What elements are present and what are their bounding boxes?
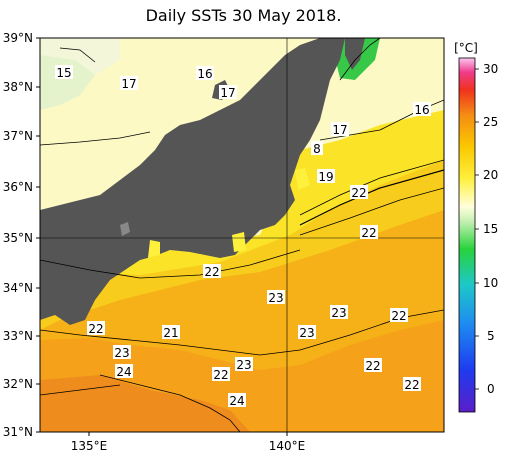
map-frame <box>39 37 445 433</box>
lat-label: 32°N <box>3 377 33 391</box>
svg-text:16: 16 <box>197 67 212 81</box>
isotherm-label: 17 <box>331 122 349 137</box>
isotherm-label: 22 <box>360 225 378 240</box>
lat-label: 34°N <box>3 281 33 295</box>
svg-text:8: 8 <box>313 142 321 156</box>
isotherm-label: 21 <box>162 325 180 340</box>
isotherm-label: 16 <box>196 66 214 81</box>
svg-text:23: 23 <box>331 306 346 320</box>
isotherm-label: 8 <box>311 141 323 156</box>
svg-text:24: 24 <box>116 365 131 379</box>
isotherm-label: 22 <box>87 321 105 336</box>
svg-text:15: 15 <box>56 66 71 80</box>
honshu-land <box>40 38 345 325</box>
lon-label: 140°E <box>269 439 306 453</box>
svg-text:19: 19 <box>318 170 333 184</box>
kii-peninsula <box>40 238 95 318</box>
svg-text:16: 16 <box>414 103 429 117</box>
svg-text:22: 22 <box>88 322 103 336</box>
svg-text:22: 22 <box>365 359 380 373</box>
svg-text:22: 22 <box>404 378 419 392</box>
svg-text:24: 24 <box>229 394 244 408</box>
svg-text:22: 22 <box>391 309 406 323</box>
svg-text:17: 17 <box>332 123 347 137</box>
svg-text:22: 22 <box>213 368 228 382</box>
isotherm-label: 16 <box>413 102 431 117</box>
svg-text:23: 23 <box>236 358 251 372</box>
isotherm-label: 22 <box>364 358 382 373</box>
isotherm-label: 17 <box>219 85 237 100</box>
isotherm-label: 22 <box>212 367 230 382</box>
isotherm-label: 22 <box>403 377 421 392</box>
colorbar-tick: 30 <box>483 62 498 76</box>
isotherm-label: 17 <box>120 76 138 91</box>
svg-text:23: 23 <box>268 291 283 305</box>
lat-label: 37°N <box>3 129 33 143</box>
svg-text:17: 17 <box>121 77 136 91</box>
isotherm-label: 23 <box>298 325 316 340</box>
isotherm-label: 22 <box>350 185 368 200</box>
isotherm-label: 23 <box>267 290 285 305</box>
colorbar-tick: 25 <box>483 115 498 129</box>
isotherm-label: 22 <box>203 264 221 279</box>
colorbar: [°C] 30 25 20 15 10 5 0 <box>454 41 498 413</box>
colorbar-tick: 5 <box>487 329 495 343</box>
svg-text:22: 22 <box>361 226 376 240</box>
colorbar-unit: [°C] <box>454 41 478 55</box>
land <box>40 38 365 325</box>
svg-text:17: 17 <box>220 86 235 100</box>
lon-label: 135°E <box>71 439 108 453</box>
isotherm-label: 23 <box>235 357 253 372</box>
colorbar-tick: 15 <box>483 222 498 236</box>
svg-text:22: 22 <box>204 265 219 279</box>
isotherm-label: 24 <box>115 364 133 379</box>
colorbar-tick: 20 <box>483 168 498 182</box>
longitude-labels: 135°E 140°E <box>71 439 306 453</box>
isotherm-label: 24 <box>228 393 246 408</box>
ticks <box>36 37 288 436</box>
colorbar-scale <box>458 57 476 413</box>
svg-text:22: 22 <box>351 186 366 200</box>
lat-label: 38°N <box>3 80 33 94</box>
north-coast-land <box>345 38 365 70</box>
isotherm-label: 19 <box>317 169 335 184</box>
colorbar-tick: 10 <box>483 276 498 290</box>
latitude-labels: 39°N 38°N 37°N 36°N 35°N 34°N 33°N 32°N … <box>3 31 33 439</box>
isotherm-label: 23 <box>113 345 131 360</box>
isotherm-labels: 15 17 16 17 16 17 8 19 22 22 22 23 23 23… <box>55 65 431 408</box>
lat-label: 33°N <box>3 329 33 343</box>
lat-label: 35°N <box>3 231 33 245</box>
svg-text:23: 23 <box>114 346 129 360</box>
isotherm-label: 22 <box>390 308 408 323</box>
lat-label: 31°N <box>3 425 33 439</box>
isotherm-label: 15 <box>55 65 73 80</box>
isotherm-label: 23 <box>330 305 348 320</box>
map-title: Daily SSTs 30 May 2018. <box>145 6 342 25</box>
colorbar-tick: 0 <box>487 382 495 396</box>
svg-text:21: 21 <box>163 326 178 340</box>
svg-text:23: 23 <box>299 326 314 340</box>
lat-label: 39°N <box>3 31 33 45</box>
lat-label: 36°N <box>3 180 33 194</box>
